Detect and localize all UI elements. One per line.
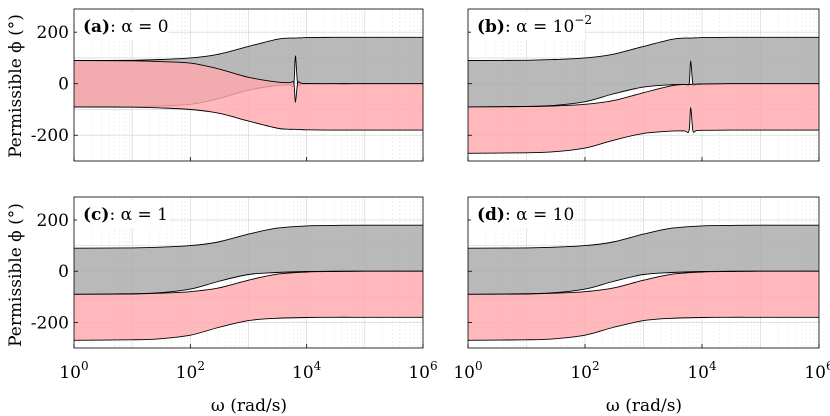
x-tick-label: 102 [176, 359, 205, 383]
panel-title-text: (a): α = 0 [83, 17, 169, 37]
band-upper-line [74, 36, 423, 61]
y-tick-label: -200 [31, 313, 69, 333]
x-tick-label: 104 [687, 359, 717, 383]
axes-frame [73, 8, 424, 162]
x-tick-label: 102 [570, 359, 599, 383]
y-tick-label: 200 [37, 23, 69, 43]
axes-frame [73, 196, 424, 349]
x-tick-label: 106 [804, 359, 830, 383]
band-red [74, 271, 423, 341]
band-lower-line [74, 316, 423, 341]
panel-title-text: (c): α = 1 [83, 205, 168, 225]
y-tick-label: 0 [58, 75, 69, 95]
band-lower-line [74, 106, 423, 131]
band-upper-line [468, 224, 819, 249]
x-axis-label-right: ω (rad/s) [606, 396, 682, 416]
axes-frame [467, 8, 820, 162]
y-axis-label-bottom: Permissible ϕ (°) [6, 203, 26, 347]
band-red [468, 83, 819, 154]
band-upper-line [74, 270, 423, 295]
panel-title-background [471, 12, 585, 40]
panel-c: 200 0 -200 100 102 104 106 (c): α = 1 [31, 196, 438, 383]
band-red [74, 60, 423, 131]
panel-title-text: (d): α = 10 [477, 205, 574, 225]
plot-area-a [74, 9, 423, 161]
x-tick-label: 104 [292, 359, 322, 383]
band-gray [74, 225, 423, 295]
band-gray [468, 37, 819, 107]
y-tick-label: 200 [37, 211, 69, 231]
panel-title-a: (a): α = 0 [77, 12, 169, 40]
panel-title-background [77, 200, 169, 228]
plot-area-c [74, 197, 423, 348]
band-red [468, 271, 819, 341]
panel-title-c: (c): α = 1 [77, 200, 169, 228]
x-axis-label-left: ω (rad/s) [211, 396, 287, 416]
panel-title-d: (d): α = 10 [471, 200, 574, 228]
band-lower-line [468, 316, 819, 341]
band-gray [468, 225, 819, 295]
y-tick-label: 0 [58, 262, 69, 282]
panel-title-b: (b): α = 10−2 [471, 12, 592, 40]
band-upper-line [468, 83, 819, 108]
x-tick-label: 100 [59, 359, 88, 383]
y-tick-label: -200 [31, 126, 69, 146]
panel-a: 200 0 -200 (a): α = 0 [31, 8, 424, 162]
band-upper-line [74, 224, 423, 249]
x-tick-label: 100 [453, 359, 482, 383]
x-tick-label: 106 [408, 359, 437, 383]
panel-title-text: (b): α = 10−2 [477, 13, 592, 37]
band-upper-line [468, 270, 819, 295]
y-axis-label-top: Permissible ϕ (°) [6, 14, 26, 158]
band-upper-line [468, 36, 819, 61]
panel-title-background [471, 200, 563, 228]
axes-frame [467, 196, 820, 349]
panel-d: 100 102 104 106 (d): α = 10 [453, 196, 830, 383]
band-lower-line [468, 106, 819, 154]
panel-b: (b): α = 10−2 [467, 8, 820, 162]
panel-title-background [77, 12, 169, 40]
band-upper-line [74, 60, 423, 103]
plot-area-d [468, 197, 819, 348]
